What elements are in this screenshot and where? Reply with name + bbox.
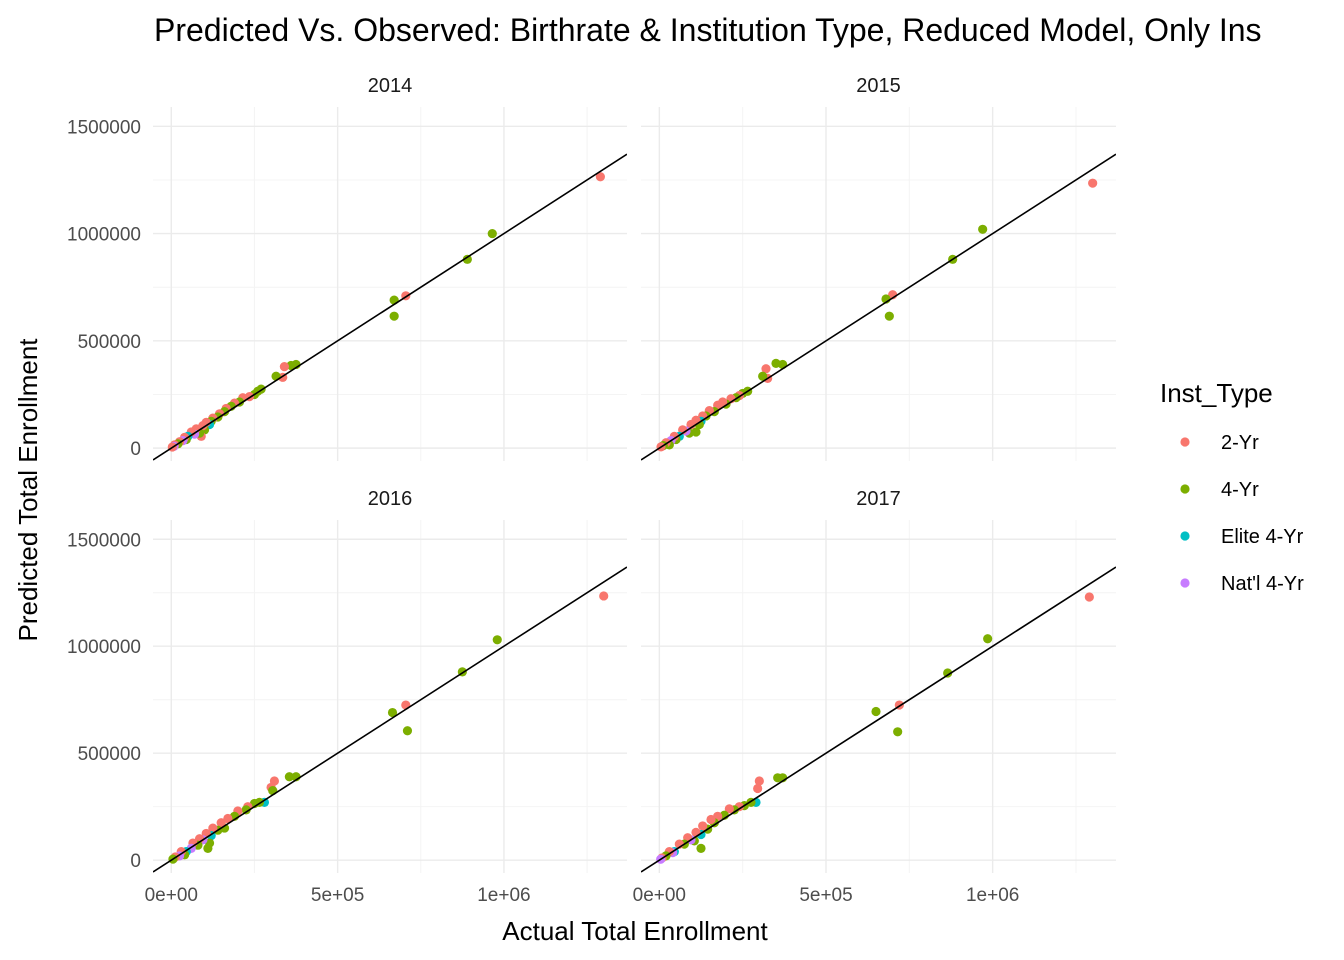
data-point	[706, 814, 716, 825]
legend-item-4yr: 4-Yr	[1180, 479, 1259, 501]
data-point	[208, 823, 218, 833]
facet-strip-label: 2015	[856, 75, 901, 97]
data-point	[462, 254, 472, 264]
legend-title: Inst_Type	[1160, 378, 1273, 408]
identity-line	[641, 153, 1116, 461]
y-axis-label: Predicted Total Enrollment	[13, 338, 43, 642]
y-tick-label: 1000000	[67, 225, 141, 246]
y-tick-label: 0	[130, 439, 141, 460]
legend-item-natl: Nat'l 4-Yr	[1180, 573, 1304, 595]
data-point	[216, 818, 226, 828]
legend-label: Elite 4-Yr	[1221, 526, 1304, 548]
y-tick-label: 0	[130, 851, 141, 872]
y-tick-label: 1500000	[67, 530, 141, 551]
facet-panel-2015: 2015	[641, 75, 1116, 461]
data-point	[1088, 178, 1098, 188]
data-point	[401, 700, 411, 710]
y-tick-label: 1500000	[67, 117, 141, 138]
legend-label: Nat'l 4-Yr	[1221, 573, 1304, 595]
x-tick-label: 5e+05	[799, 885, 852, 906]
y-tick-label: 1000000	[67, 637, 141, 658]
legend-item-elite: Elite 4-Yr	[1180, 526, 1304, 548]
x-tick-label: 1e+06	[966, 885, 1019, 906]
facet-strip-label: 2017	[856, 488, 901, 510]
data-point	[1084, 592, 1094, 602]
legend: Inst_Type 2-Yr 4-Yr Elite 4-Yr Nat'l 4-Yr	[1160, 378, 1304, 595]
legend-swatch	[1180, 578, 1190, 588]
data-point	[223, 813, 233, 824]
legend-swatch	[1180, 531, 1190, 541]
data-point	[284, 772, 294, 782]
data-point	[599, 591, 609, 601]
data-point	[893, 727, 903, 737]
legend-swatch	[1180, 484, 1190, 494]
facet-strip-label: 2016	[368, 488, 413, 510]
data-point	[389, 295, 399, 305]
facet-panels: 2014 0 500000 1000000 1500000 2015 2016 0 500000…	[67, 75, 1116, 906]
data-point	[773, 773, 783, 783]
facet-panel-2016: 2016 0 500000 1000000 1500000 0e+00 5e+05 1e+06	[67, 488, 627, 906]
y-tick-label: 500000	[78, 744, 141, 765]
data-point	[268, 786, 278, 796]
identity-line	[641, 566, 1116, 873]
data-point	[761, 364, 771, 374]
data-point	[978, 224, 988, 234]
data-point	[753, 783, 763, 794]
x-tick-label: 5e+05	[311, 885, 364, 906]
data-point	[758, 371, 768, 381]
chart-title: Predicted Vs. Observed: Birthrate & Inst…	[154, 12, 1262, 48]
data-point	[203, 843, 213, 853]
data-point	[754, 776, 764, 786]
data-point	[279, 362, 289, 372]
data-point	[492, 635, 502, 645]
points	[168, 591, 609, 864]
legend-swatch	[1180, 437, 1190, 447]
data-point	[943, 668, 953, 678]
data-point	[487, 228, 497, 239]
data-point	[884, 311, 894, 321]
data-point	[387, 707, 398, 718]
points	[167, 172, 605, 452]
data-point	[698, 821, 708, 831]
data-point	[724, 804, 734, 814]
data-point	[389, 311, 399, 321]
legend-label: 2-Yr	[1221, 432, 1259, 454]
facet-panel-2017: 2017 0e+00 5e+05 1e+06	[633, 488, 1116, 906]
data-point	[871, 706, 881, 717]
data-point	[691, 827, 701, 837]
x-tick-label: 0e+00	[145, 885, 198, 906]
identity-line	[153, 153, 627, 461]
data-point	[271, 371, 281, 381]
x-axis-label: Actual Total Enrollment	[502, 916, 768, 946]
data-point	[771, 358, 781, 368]
legend-label: 4-Yr	[1221, 479, 1259, 501]
data-point	[696, 843, 706, 853]
data-point	[595, 172, 605, 182]
points	[656, 178, 1098, 452]
data-point	[241, 805, 251, 815]
legend-item-2yr: 2-Yr	[1180, 432, 1259, 454]
data-point	[402, 726, 413, 736]
y-tick-label: 500000	[78, 332, 141, 353]
points	[656, 592, 1094, 864]
data-point	[983, 634, 993, 644]
x-tick-label: 0e+00	[633, 885, 686, 906]
facet-panel-2014: 2014 0 500000 1000000 1500000	[67, 75, 627, 461]
identity-line	[153, 566, 627, 873]
x-tick-label: 1e+06	[477, 885, 530, 906]
facet-strip-label: 2014	[368, 75, 413, 97]
